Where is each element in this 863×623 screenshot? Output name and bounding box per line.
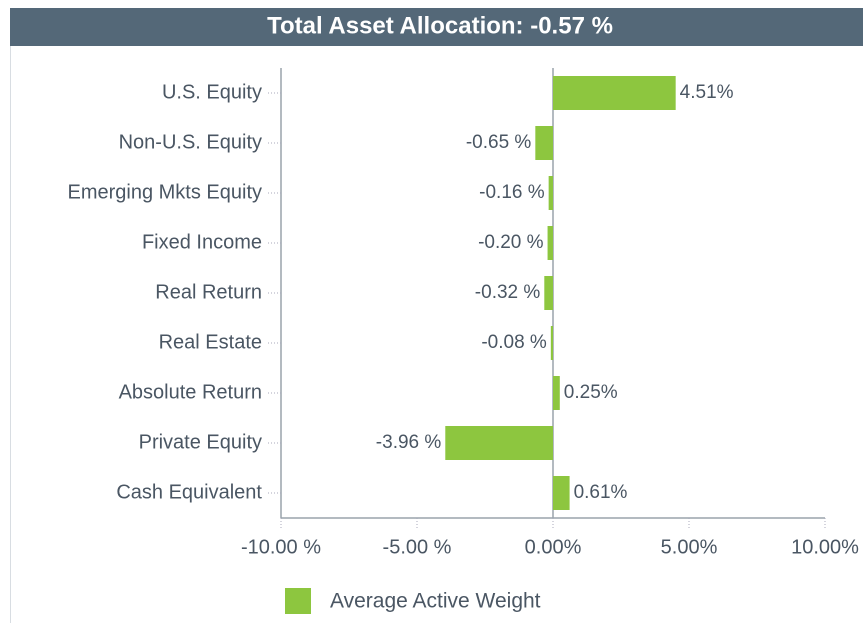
- x-tick-label: 0.00%: [525, 536, 582, 558]
- y-tick-label: Absolute Return: [119, 381, 262, 403]
- value-label: 0.25%: [564, 382, 618, 403]
- x-tick-label: -5.00 %: [383, 536, 452, 558]
- legend-swatch: [285, 588, 311, 614]
- value-label: 0.61%: [574, 482, 628, 503]
- y-tick-label: Fixed Income: [142, 231, 262, 253]
- y-tick-label: Real Return: [155, 281, 262, 303]
- bar: [550, 326, 553, 360]
- bar: [535, 126, 553, 160]
- value-label: -3.96 %: [376, 432, 442, 453]
- bar: [544, 276, 553, 310]
- y-tick-label: Real Estate: [159, 331, 262, 353]
- y-tick-label: Private Equity: [139, 431, 262, 453]
- value-label: -0.65 %: [466, 132, 532, 153]
- bar: [553, 76, 676, 110]
- y-tick-label: Non-U.S. Equity: [119, 131, 262, 153]
- value-label: -0.16 %: [479, 182, 545, 203]
- value-label: 4.51%: [680, 82, 734, 103]
- x-tick-label: 10.00%: [791, 536, 859, 558]
- bar: [547, 226, 553, 260]
- bar: [553, 476, 570, 510]
- legend-label: Average Active Weight: [330, 590, 541, 613]
- bar: [548, 176, 553, 210]
- value-label: -0.32 %: [475, 282, 541, 303]
- chart-title: Total Asset Allocation: -0.57 %: [267, 12, 613, 39]
- y-tick-label: Cash Equivalent: [116, 481, 262, 503]
- bar: [445, 426, 553, 460]
- y-tick-label: U.S. Equity: [162, 81, 262, 103]
- x-tick-label: 5.00%: [661, 536, 718, 558]
- y-tick-label: Emerging Mkts Equity: [67, 181, 262, 203]
- bar: [553, 376, 560, 410]
- value-label: -0.08 %: [481, 332, 547, 353]
- title-bar: [10, 8, 863, 46]
- value-label: -0.20 %: [478, 232, 544, 253]
- x-tick-label: -10.00 %: [241, 536, 321, 558]
